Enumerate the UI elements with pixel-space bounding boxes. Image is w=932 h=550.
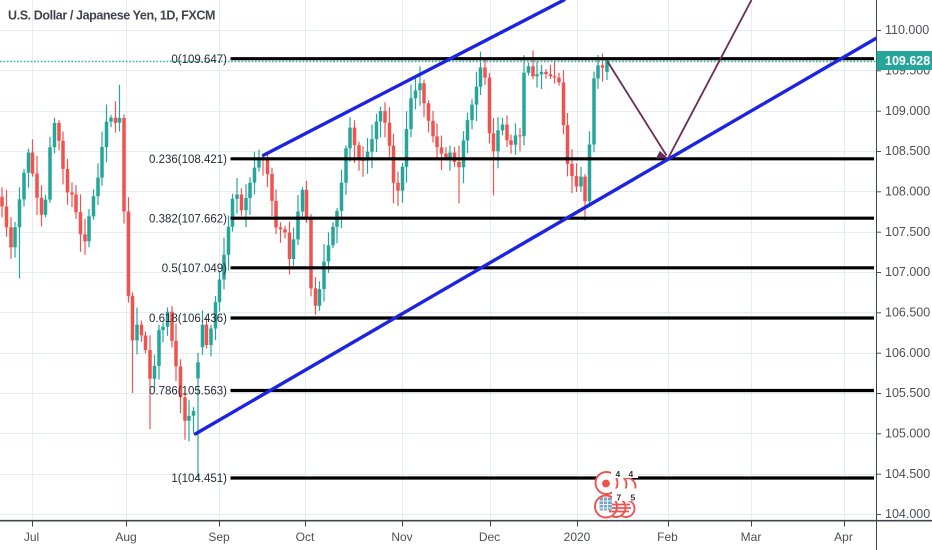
svg-text:0.786(105.563): 0.786(105.563) (149, 386, 227, 398)
svg-text:106.000: 106.000 (885, 346, 930, 360)
svg-text:105.000: 105.000 (885, 427, 930, 441)
svg-text:Jul: Jul (24, 530, 39, 544)
svg-text:109.628: 109.628 (885, 54, 930, 68)
svg-text:Dec: Dec (479, 530, 500, 544)
svg-text:Nov: Nov (391, 530, 412, 544)
svg-text:0.618(106.436): 0.618(106.436) (149, 313, 227, 325)
svg-text:2020: 2020 (564, 530, 591, 544)
svg-text:U.S. Dollar / Japanese Yen, 1D: U.S. Dollar / Japanese Yen, 1D, FXCM (8, 9, 215, 23)
svg-text:106.500: 106.500 (885, 306, 930, 320)
svg-text:104.500: 104.500 (885, 467, 930, 481)
svg-text:Oct: Oct (296, 530, 315, 544)
svg-text:107.500: 107.500 (885, 225, 930, 239)
svg-text:0(109.647): 0(109.647) (171, 54, 227, 66)
svg-text:0.382(107.662): 0.382(107.662) (149, 213, 227, 225)
svg-text:Sep: Sep (208, 530, 230, 544)
svg-text:0.236(108.421): 0.236(108.421) (149, 154, 227, 166)
svg-text:Feb: Feb (657, 530, 678, 544)
svg-text:107.000: 107.000 (885, 265, 930, 279)
svg-text:4: 4 (616, 469, 621, 479)
svg-text:105.500: 105.500 (885, 386, 930, 400)
svg-text:0.5(107.049): 0.5(107.049) (162, 263, 227, 275)
svg-text:108.500: 108.500 (885, 144, 930, 158)
svg-text:109.000: 109.000 (885, 104, 930, 118)
svg-text:4: 4 (629, 469, 634, 479)
svg-text:5: 5 (631, 493, 636, 503)
svg-text:108.000: 108.000 (885, 185, 930, 199)
svg-text:Mar: Mar (741, 530, 762, 544)
svg-text:Aug: Aug (115, 530, 136, 544)
svg-text:Apr: Apr (834, 530, 853, 544)
svg-text:110.000: 110.000 (885, 23, 929, 37)
svg-text:7: 7 (617, 493, 622, 503)
svg-text:104.000: 104.000 (885, 507, 930, 521)
svg-text:1(104.451): 1(104.451) (171, 473, 227, 485)
